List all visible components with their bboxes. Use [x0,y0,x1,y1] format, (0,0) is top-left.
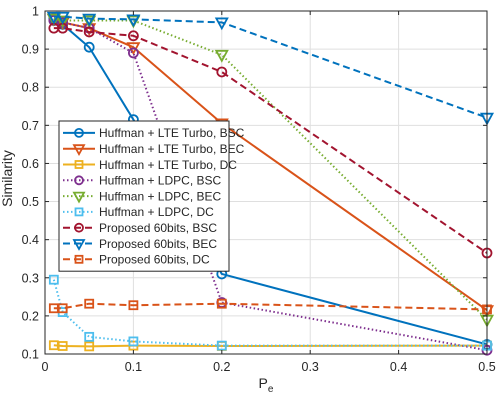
data-point-square [216,340,227,351]
y-tick-label: 0.3 [22,271,39,285]
y-tick-label: 0.8 [22,81,39,95]
y-tick-label: 0.1 [22,348,39,362]
data-point-triangle [126,14,141,28]
legend-entry: Proposed 60bits, DC [63,253,210,267]
series-line [52,279,487,347]
y-tick-label: 1 [32,5,39,19]
axes [44,10,488,355]
data-point-square [216,298,227,309]
data-point-square [74,160,84,169]
data-point-triangle [55,11,70,25]
data-point-circle [127,47,139,59]
series-line [53,19,488,352]
data-point-triangle [46,11,61,25]
data-point-circle [127,30,139,42]
x-axis-label-main: P [259,375,268,391]
data-point-triangle [82,13,97,27]
series-line [53,27,488,254]
x-tick-label: 0.2 [213,360,230,374]
series-line [53,302,488,311]
y-axis-label: Similarity [0,150,15,207]
legend-label: Proposed 60bits, BSC [99,221,217,235]
y-tick-label: 0.6 [22,157,39,171]
legend-label: Huffman + LTE Turbo, BEC [99,142,245,156]
y-tick-label: 0.9 [22,43,39,57]
data-point-circle [74,222,84,233]
legend-entry: Huffman + LTE Turbo, DC [63,158,237,172]
legend-entry: Huffman + LTE Turbo, BEC [63,142,245,157]
data-point-square [74,254,84,264]
data-point-circle [216,66,228,78]
series-lines [46,11,495,356]
data-point-square [128,336,139,347]
legend-label: Huffman + LTE Turbo, BSC [99,126,245,140]
data-point-square [84,298,95,309]
legend-entry: Huffman + LDPC, DC [63,205,214,219]
data-point-square [57,341,68,351]
legend-label: Huffman + LDPC, DC [99,205,214,219]
data-point-triangle [72,239,86,251]
data-point-triangle [55,15,70,29]
legend: Huffman + LTE Turbo, BSC Huffman + LTE Tu… [58,120,245,272]
series-line [53,17,488,321]
data-point-square [57,303,68,314]
series-line [53,344,488,348]
x-tick-label: 0.3 [302,360,319,374]
x-axis-label: Pe [259,375,274,395]
legend-label: Huffman + LTE Turbo, DC [99,158,237,172]
x-tick-label: 0.4 [390,360,407,374]
legend-entry: Proposed 60bits, BSC [63,221,217,235]
y-tick-label: 0.7 [22,119,39,133]
x-axis-label-subscript: e [268,384,274,395]
data-point-triangle [214,49,229,63]
legend-label: Huffman + LDPC, BSC [99,174,221,188]
legend-entry: Huffman + LDPC, BEC [63,189,221,204]
legend-entry: Huffman + LDPC, BSC [63,174,221,188]
data-point-triangle [72,144,86,157]
x-tick-label: 0.5 [478,360,495,374]
axes-box [44,10,488,355]
y-tick-label: 0.5 [22,195,39,209]
x-tick-label: 0.1 [125,360,142,374]
x-tick-label: 0 [42,360,49,374]
data-point-square [84,331,95,342]
legend-entry: Proposed 60bits, BEC [63,237,217,251]
data-point-circle [83,26,95,38]
legend-label: Proposed 60bits, DC [99,253,210,267]
data-point-triangle [82,15,97,29]
legend-entry: Huffman + LTE Turbo, BSC [63,126,245,140]
data-point-triangle [72,191,86,204]
y-tick-label: 0.2 [22,309,39,323]
data-point-circle [74,175,84,186]
data-point-square [128,300,139,311]
data-point-square [84,341,95,352]
legend-label: Huffman + LDPC, BEC [99,189,221,203]
y-tick-label: 0.4 [22,233,39,247]
tick-labels: 0 0.1 0.2 0.3 0.4 0.50.10.20.30.40.50.60.70.8… [22,5,496,375]
data-point-triangle [46,13,61,27]
data-point-circle [83,41,95,53]
legend-label: Proposed 60bits, BEC [99,237,217,251]
series-line [53,15,488,119]
data-point-circle [74,127,84,138]
data-point-square [74,207,84,217]
data-point-square [48,274,59,285]
data-point-triangle [126,42,141,56]
data-point-triangle [214,17,229,31]
